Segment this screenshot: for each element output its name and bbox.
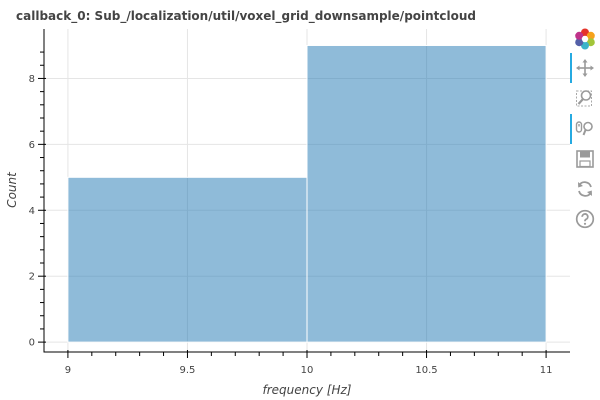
histogram-bar-1: [67, 176, 308, 343]
x-tick-label: 9.5: [180, 365, 196, 376]
x-tick-label: 11: [540, 365, 553, 376]
axes: 9 9.5 10 10.5 11 0 2 4 6 8: [29, 29, 570, 376]
y-tick-label: 6: [29, 140, 35, 151]
y-tick-label: 4: [29, 206, 35, 217]
help-tool-icon: [575, 209, 595, 229]
histogram-plot[interactable]: 9 9.5 10 10.5 11 0 2 4 6 8 frequency [Hz] Count: [0, 0, 570, 400]
y-tick-label: 2: [29, 272, 35, 283]
wheel-zoom-tool-icon: [575, 121, 593, 136]
x-tick-label: 10: [301, 365, 314, 376]
chart-title: callback_0: Sub_/localization/util/voxel…: [16, 9, 477, 23]
histogram-bars: [67, 44, 547, 343]
x-tick-label: 10.5: [415, 365, 437, 376]
reset-tool-button[interactable]: [572, 176, 598, 202]
pan-tool-button[interactable]: [572, 55, 598, 81]
help-tool-button[interactable]: [572, 206, 598, 232]
wheel-zoom-tool-button[interactable]: [572, 116, 598, 142]
wheel-zoom-active-indicator: [570, 114, 572, 144]
box-zoom-tool-button[interactable]: [572, 85, 598, 111]
y-tick-label: 0: [29, 338, 35, 349]
bokeh-logo-icon: [575, 28, 595, 50]
y-tick-label: 8: [29, 74, 35, 85]
pan-active-indicator: [570, 53, 572, 83]
box-zoom-tool-icon: [576, 90, 592, 107]
y-axis-label: Count: [5, 171, 19, 208]
histogram-bar-2: [306, 44, 547, 343]
x-tick-label: 9: [65, 365, 71, 376]
bokeh-logo[interactable]: [572, 26, 598, 52]
save-tool-icon: [576, 150, 594, 168]
x-axis-label: frequency [Hz]: [263, 383, 352, 397]
pan-tool-icon: [576, 59, 594, 77]
save-tool-button[interactable]: [572, 146, 598, 172]
reset-tool-icon: [578, 181, 592, 197]
